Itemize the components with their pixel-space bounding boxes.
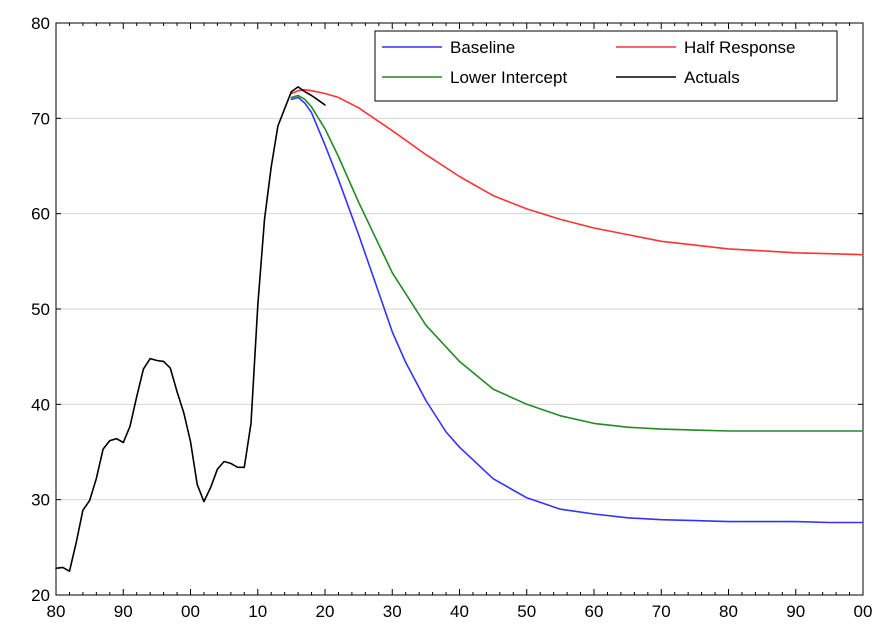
y-tick-label: 30 <box>31 491 50 510</box>
x-tick-label: 40 <box>450 602 469 621</box>
legend: Baseline Half Response Lower Intercept Actu… <box>374 30 838 102</box>
x-tick-label: 80 <box>719 602 738 621</box>
x-tick-label: 90 <box>786 602 805 621</box>
legend-label-baseline: Baseline <box>450 38 515 57</box>
legend-label-half-response: Half Response <box>684 38 796 57</box>
x-tick-label: 60 <box>585 602 604 621</box>
x-tick-label: 80 <box>47 602 66 621</box>
x-tick-label: 00 <box>854 602 873 621</box>
series-layer <box>55 86 864 573</box>
legend-box <box>374 30 838 102</box>
series-line-half-response <box>290 88 864 256</box>
series-line-baseline <box>290 96 864 524</box>
y-tick-label: 40 <box>31 395 50 414</box>
x-tick-label: 10 <box>248 602 267 621</box>
grid-layer <box>56 117 863 501</box>
legend-label-lower-intercept: Lower Intercept <box>450 68 567 87</box>
y-tick-label: 20 <box>31 586 50 605</box>
x-tick-label: 00 <box>181 602 200 621</box>
x-tick-label: 50 <box>517 602 536 621</box>
legend-label-actuals: Actuals <box>684 68 740 87</box>
x-tick-label: 90 <box>114 602 133 621</box>
y-tick-label: 70 <box>31 109 50 128</box>
series-line-actuals <box>55 86 326 573</box>
x-tick-label: 20 <box>316 602 335 621</box>
y-tick-label: 50 <box>31 300 50 319</box>
x-tick-label: 70 <box>652 602 671 621</box>
axis-ticks: 20 30 40 50 60 70 80 80 90 00 10 20 30 40 50 60 70 80 90 00 <box>31 14 872 621</box>
series-line-lower-intercept <box>290 94 864 432</box>
y-tick-label: 60 <box>31 205 50 224</box>
x-tick-label: 30 <box>383 602 402 621</box>
y-tick-label: 80 <box>31 14 50 33</box>
